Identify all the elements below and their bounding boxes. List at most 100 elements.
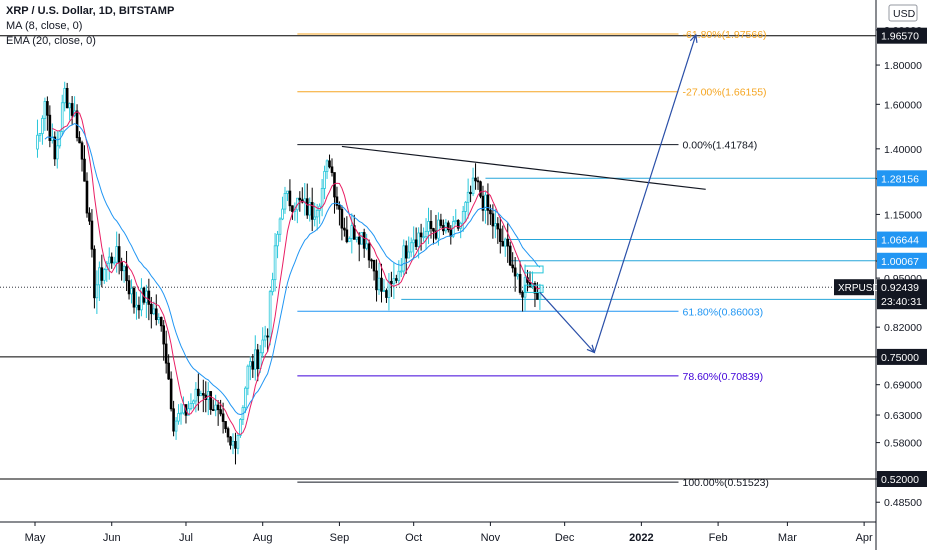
candle-body [130,287,133,295]
candle-body [268,291,272,338]
candle-body [112,261,116,264]
candle-body [55,145,59,160]
current-price-value: 0.92439 [881,282,919,294]
candle-body [88,212,91,222]
candle-body [63,87,66,104]
candle-body [93,248,96,299]
candle-body [266,335,269,338]
x-tick-label: Jun [103,532,121,544]
candle-body [365,243,368,249]
candle-body [224,421,227,430]
candle-body [437,219,440,239]
candle-body [479,181,482,197]
candle-body [281,208,284,220]
candle-body [251,361,255,370]
candle-body [127,280,131,295]
candle-body [429,221,433,229]
candle-body [424,230,428,238]
candle-body [404,245,408,259]
candle-body [236,435,240,449]
candle-body [320,188,324,207]
level-badge-label: 0.75000 [881,352,919,364]
candle-body [115,246,118,263]
candle-body [291,205,294,212]
candle-body [199,393,203,397]
candle-body [261,339,264,354]
chart-legend: XRP / U.S. Dollar, 1D, BITSTAMP MA (8, c… [6,4,174,49]
candle-body [308,202,312,216]
candle-body [83,158,86,182]
candle-body [145,290,148,303]
candle-body [489,209,492,215]
candle-body [98,267,101,286]
candle-body [154,308,158,321]
candle-body [298,197,302,201]
candle-body [226,428,230,438]
legend-ema: EMA (20, close, 0) [6,35,96,47]
current-price-badge [877,279,927,310]
x-tick-label: Feb [709,532,728,544]
candle-body [498,228,502,242]
candle-body [60,102,64,132]
ray-badge [877,252,927,269]
candle-body [209,391,213,410]
y-tick-label: 1.15000 [884,209,922,221]
symbol-badge [834,279,874,296]
x-tick-label: Mar [778,532,797,544]
candle-body [345,229,349,243]
candle-body [38,133,42,136]
x-tick-label: Sep [330,532,350,544]
candle-body [323,170,326,189]
candle-body [169,378,173,410]
fib-label: -61.80%(1.97566) [683,29,767,41]
candle-body [162,325,166,345]
candle-body [496,223,500,230]
candle-body [167,362,170,380]
y-tick-label: 0.48500 [884,497,922,509]
candle-body [503,238,507,247]
candle-body [147,290,151,305]
candle-body [491,213,495,227]
candle-body [206,391,210,400]
candle-body [385,290,388,298]
candle-body [521,292,524,298]
candle-body [486,194,490,211]
candle-body [370,259,373,262]
candle-body [464,201,467,212]
x-tick-label: Aug [253,532,273,544]
candle-body [65,87,69,109]
level-badge-label: 0.52000 [881,474,919,486]
candle-body [375,270,378,291]
fib-label: 61.80%(0.86003) [683,306,764,318]
ema-20-line [44,123,541,416]
candle-body [362,232,366,249]
x-tick-label: 2022 [629,532,653,544]
candle-body [278,218,282,235]
candle-body [387,280,391,298]
candle-body [439,219,443,226]
candle-body [150,303,153,315]
projection-segment [593,34,697,353]
moving-averages [44,111,541,436]
candle-body [256,349,260,370]
candle-body [390,280,393,285]
candle-body [159,316,163,327]
candle-body [283,193,287,210]
level-badge [877,471,927,487]
candle-body [372,259,376,272]
candle-body [335,196,339,206]
candle-body [380,277,383,292]
candle-body [357,236,361,245]
candle-body [211,409,215,411]
candle-body [192,400,195,404]
candle-body [348,238,351,243]
candle-body [330,166,334,173]
candle-body [382,290,386,292]
fib-label: 78.60%(0.70839) [683,371,764,383]
candle-body [414,239,418,247]
candle-body [229,436,232,446]
y-tick-label: 1.40000 [884,144,922,156]
candle-body [476,180,480,183]
